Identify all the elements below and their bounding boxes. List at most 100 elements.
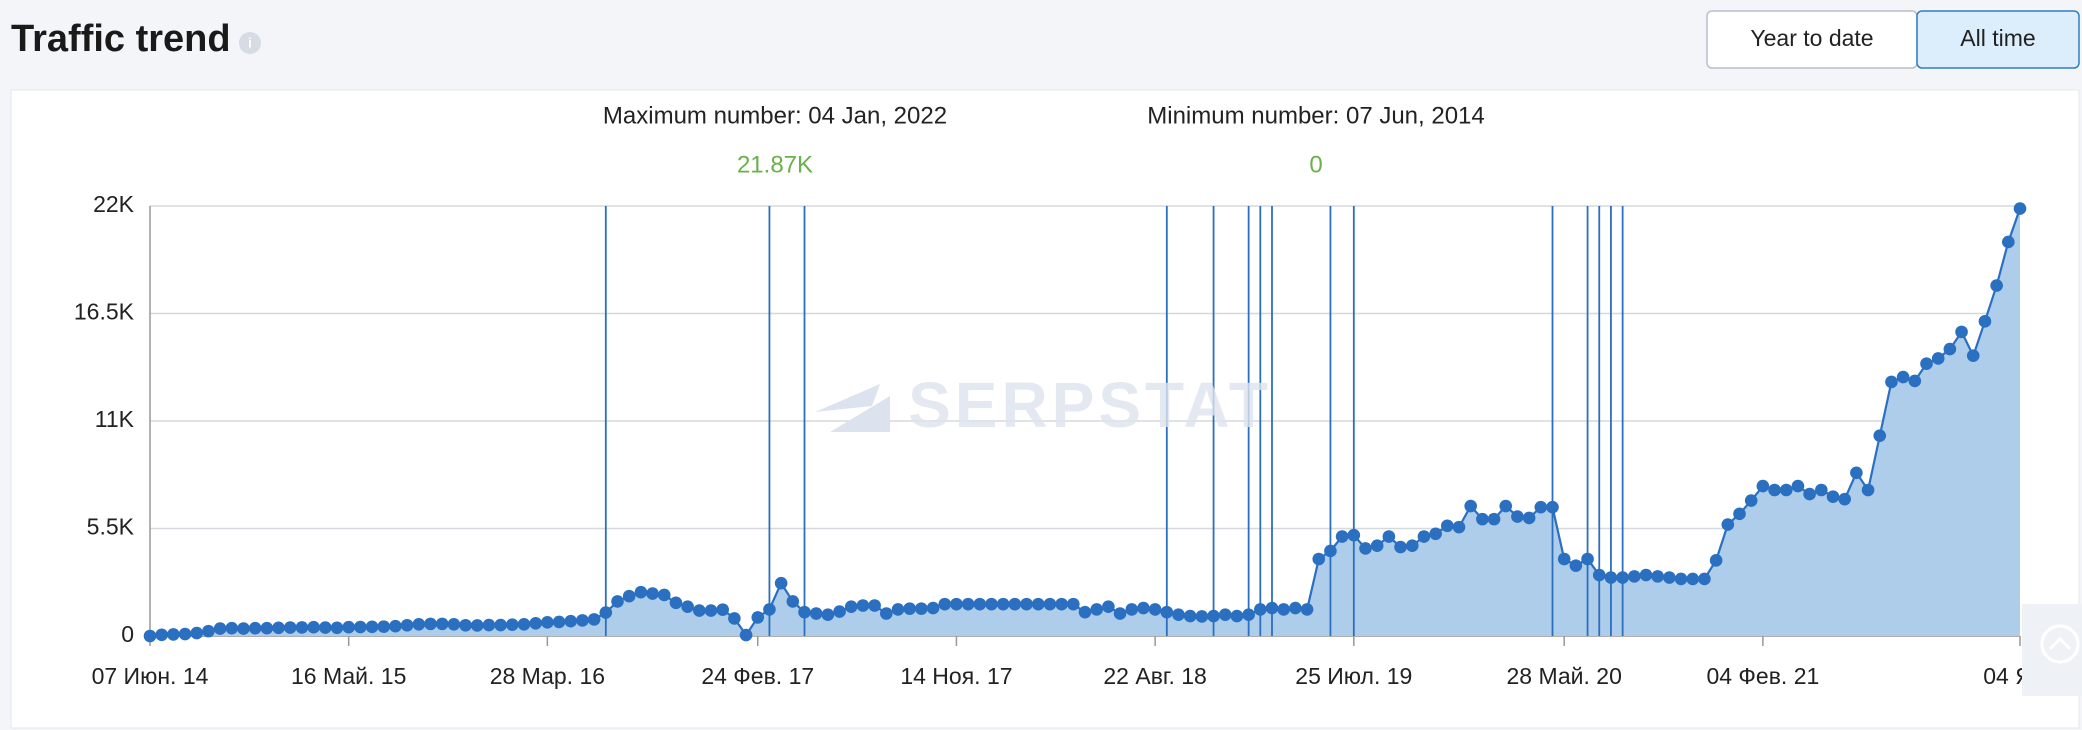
point: [295, 621, 309, 634]
point: [1966, 349, 1980, 363]
point: [1125, 603, 1139, 616]
page-title: Traffic trend: [11, 18, 231, 60]
scroll-top-button[interactable]: [2022, 604, 2082, 696]
max-value: 21.87K: [737, 151, 813, 178]
point: [1931, 352, 1945, 365]
point: [868, 599, 881, 612]
point: [1417, 530, 1431, 543]
x-tick-label: 07 Июн. 14: [92, 663, 209, 689]
point: [248, 621, 262, 635]
x-tick-label: 14 Ноя. 17: [900, 663, 1012, 689]
point: [704, 604, 718, 617]
point: [763, 603, 776, 616]
point: [424, 617, 437, 631]
point: [167, 628, 180, 641]
point: [330, 621, 344, 635]
point: [1861, 483, 1875, 497]
button-all-time[interactable]: [1916, 10, 2080, 69]
point: [494, 618, 507, 632]
x-tick-label: 28 Май. 20: [1506, 663, 1621, 689]
point: [681, 600, 694, 613]
point: [1557, 552, 1571, 566]
point: [728, 612, 741, 625]
point: [1709, 554, 1723, 567]
x-tick-label: 28 Мар. 16: [490, 663, 605, 689]
point: [1043, 597, 1057, 611]
point: [260, 621, 274, 635]
point: [1452, 520, 1466, 534]
point: [880, 607, 893, 620]
point: [950, 597, 963, 611]
point: [891, 603, 905, 616]
point: [1218, 608, 1232, 621]
point: [1873, 429, 1887, 442]
point: [1277, 603, 1290, 616]
point: [213, 622, 227, 635]
point: [1885, 375, 1898, 389]
point: [1803, 487, 1816, 501]
point: [739, 628, 753, 642]
point: [389, 619, 402, 633]
point: [856, 599, 870, 612]
point: [1850, 466, 1863, 480]
point: [938, 597, 952, 611]
point: [1674, 572, 1688, 586]
point: [470, 619, 484, 632]
point: [1207, 609, 1220, 623]
point: [517, 617, 531, 631]
point: [1300, 603, 1314, 616]
point: [587, 613, 601, 626]
point: [1405, 539, 1419, 552]
point: [1592, 568, 1606, 582]
point: [237, 622, 250, 635]
point: [1569, 559, 1583, 572]
point: [1908, 374, 1922, 388]
point: [1055, 597, 1068, 611]
point: [693, 604, 706, 617]
point: [482, 618, 496, 632]
point: [903, 602, 916, 615]
point: [307, 620, 320, 634]
point: [529, 616, 542, 630]
point: [1031, 597, 1045, 611]
point: [809, 607, 823, 620]
point: [1254, 603, 1267, 616]
x-tick-label: 22 Авг. 18: [1103, 663, 1206, 689]
point: [1090, 603, 1103, 616]
point: [1639, 568, 1653, 582]
point: [1464, 499, 1477, 513]
point: [1382, 530, 1396, 543]
point: [459, 618, 472, 632]
point: [844, 600, 858, 613]
point: [1160, 605, 1174, 619]
point: [646, 587, 659, 600]
point: [774, 576, 788, 590]
point: [973, 597, 987, 611]
point: [716, 603, 729, 616]
point: [1183, 609, 1197, 623]
info-icon[interactable]: [239, 32, 261, 54]
point: [926, 601, 940, 615]
point: [1324, 544, 1337, 558]
point: [1616, 571, 1629, 584]
point: [1920, 357, 1933, 371]
point: [552, 615, 566, 629]
point: [178, 627, 192, 641]
watermark-logo: [815, 384, 890, 432]
button-label: Year to date: [1750, 25, 1873, 51]
point: [1733, 507, 1746, 521]
button-label: All time: [1960, 25, 2035, 51]
point: [1522, 511, 1536, 525]
point: [506, 618, 519, 631]
point: [400, 618, 414, 632]
point: [1511, 510, 1524, 523]
point: [377, 620, 391, 633]
point: [961, 597, 975, 611]
scroll-top-chevron: [2048, 636, 2072, 651]
point: [225, 621, 239, 635]
point: [599, 606, 613, 619]
point: [1721, 518, 1735, 531]
point: [272, 621, 285, 635]
point: [1651, 570, 1664, 583]
point: [143, 629, 157, 643]
